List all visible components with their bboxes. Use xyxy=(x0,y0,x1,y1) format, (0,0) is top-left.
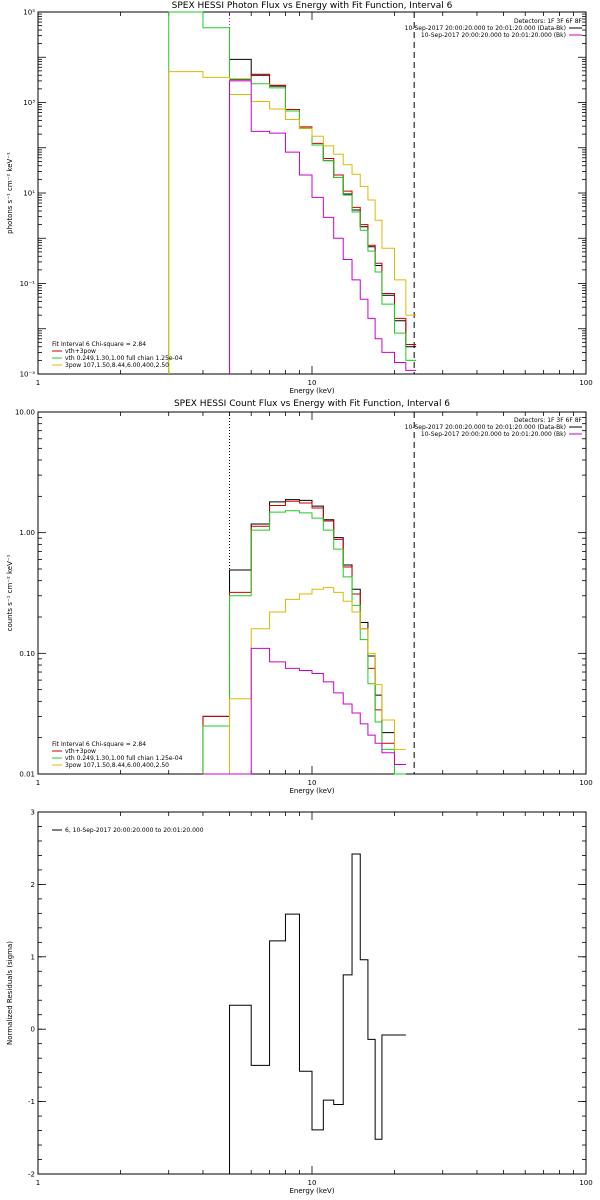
x-axis-label: Energy (keV) xyxy=(289,787,334,795)
y-tick-label: 10⁵ xyxy=(23,9,35,17)
y-tick-label: 10.00 xyxy=(15,409,35,417)
y-axis-label: Normalized Residuals (sigma) xyxy=(6,941,14,1045)
residuals-panel: 1 10 100 -2 -1 0 1 2 3 Energy (keV) Normalized R… xyxy=(6,809,593,1196)
y-tick-label: 10⁻¹ xyxy=(20,280,36,288)
photon-flux-panel: SPEX HESSI Photon Flux vs Energy with Fi… xyxy=(6,1,593,395)
detectors-note: Detectors: 1F 3F 6F 8F xyxy=(514,18,583,25)
data-series-line xyxy=(229,80,417,374)
detectors-note: Detectors: 1F 3F 6F 8F xyxy=(514,417,583,424)
data-series-line xyxy=(229,853,406,1174)
y-tick-label: 3 xyxy=(31,809,35,817)
legend-entry: 3pow 107,1.50,8.44,6.00,400,2.50 xyxy=(65,362,169,369)
data-series-line xyxy=(168,11,417,374)
x-tick-label: 10 xyxy=(308,379,317,387)
legend-entry: 3pow 107,1.50,8.44,6.00,400,2.50 xyxy=(65,762,169,769)
legend-entry: vth+3pow xyxy=(65,348,96,355)
legend-header: Fit Interval 6 Chi-square = 2.84 xyxy=(52,341,146,348)
chart-title: SPEX HESSI Count Flux vs Energy with Fit… xyxy=(174,399,450,409)
x-tick-label: 10 xyxy=(308,1179,317,1187)
data-series-line xyxy=(202,587,406,775)
x-axis-label: Energy (keV) xyxy=(289,1187,334,1195)
x-tick-label: 1 xyxy=(36,1179,40,1187)
data-series-line xyxy=(202,500,406,775)
count-flux-panel: SPEX HESSI Count Flux vs Energy with Fit… xyxy=(6,399,593,795)
y-tick-label: 1.00 xyxy=(19,529,35,537)
x-tick-label: 1 xyxy=(36,779,40,787)
y-tick-label: 2 xyxy=(31,881,35,889)
chart-title: SPEX HESSI Photon Flux vs Energy with Fi… xyxy=(172,1,453,11)
legend-header: Fit Interval 6 Chi-square = 2.84 xyxy=(52,741,146,748)
x-tick-label: 10 xyxy=(308,779,317,787)
y-axis-label: counts s⁻¹ cm⁻² keV⁻¹ xyxy=(6,554,14,631)
y-tick-label: 10³ xyxy=(23,99,35,107)
y-tick-label: -1 xyxy=(28,1098,35,1106)
x-axis-label: Energy (keV) xyxy=(289,387,334,395)
y-tick-label: 10¹ xyxy=(23,190,35,198)
legend-entry: 6, 10-Sep-2017 20:00:20.000 to 20:01:20.… xyxy=(65,827,204,834)
y-tick-label: 0 xyxy=(31,1026,35,1034)
y-tick-label: 1 xyxy=(31,953,35,961)
data-series-line xyxy=(202,499,406,774)
x-tick-label: 100 xyxy=(579,779,592,787)
bk-note: 10-Sep-2017 20:00:20.000 to 20:01:20.000… xyxy=(421,431,566,438)
legend-entry: vth 0.249,1.30,1.00 full chian 1.25e-04 xyxy=(65,755,183,762)
data-series-line xyxy=(229,73,417,374)
x-tick-label: 1 xyxy=(36,379,40,387)
data-bk-note: 10-Sep-2017 20:00:20.000 to 20:01:20.000… xyxy=(405,25,566,32)
y-axis-label: photons s⁻¹ cm⁻² keV⁻¹ xyxy=(6,152,14,234)
x-tick-label: 100 xyxy=(579,1179,592,1187)
y-tick-label: -2 xyxy=(28,1171,35,1179)
data-series-line xyxy=(202,647,406,775)
y-tick-label: 0.10 xyxy=(19,650,35,658)
data-series-line xyxy=(168,71,417,374)
y-tick-label: 0.01 xyxy=(19,771,35,779)
data-bk-note: 10-Sep-2017 20:00:20.000 to 20:01:20.000… xyxy=(405,424,566,431)
y-tick-label: 10⁻³ xyxy=(20,371,36,379)
legend-entry: vth+3pow xyxy=(65,748,96,755)
bk-note: 10-Sep-2017 20:00:20.000 to 20:01:20.000… xyxy=(421,32,566,39)
legend-entry: vth 0.249,1.30,1.00 full chian 1.25e-04 xyxy=(65,355,183,362)
data-series-line xyxy=(202,510,406,775)
x-tick-label: 100 xyxy=(579,379,592,387)
